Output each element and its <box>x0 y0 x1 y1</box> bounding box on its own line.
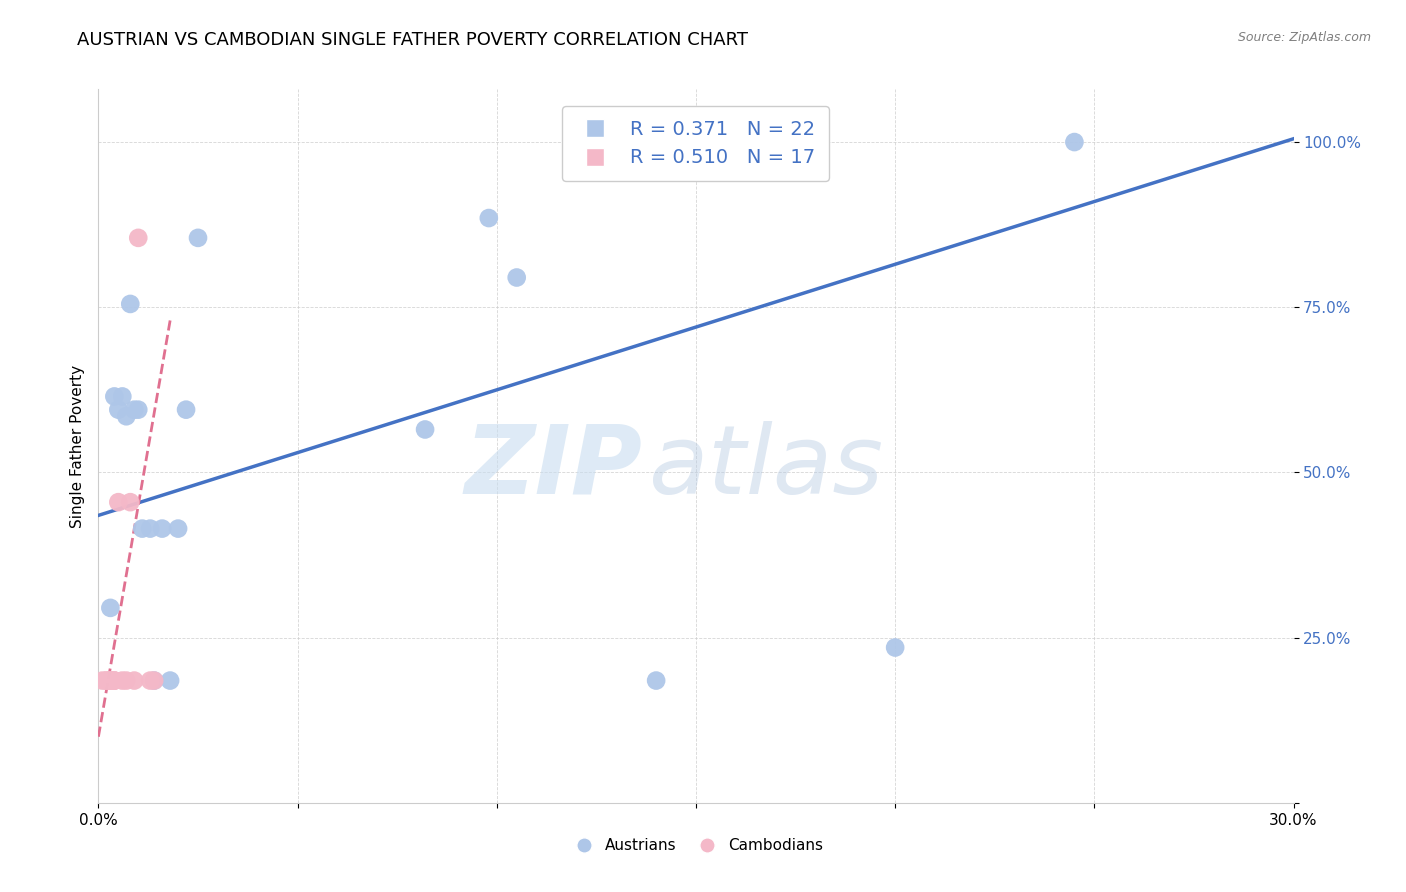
Point <box>150 522 173 536</box>
Point <box>103 673 125 688</box>
Text: ZIP: ZIP <box>464 421 643 514</box>
Point <box>115 673 138 688</box>
Point <box>413 422 436 436</box>
Point <box>167 522 190 536</box>
Point <box>884 640 907 655</box>
Point <box>139 673 162 688</box>
Point <box>127 402 149 417</box>
Point <box>124 673 146 688</box>
Point <box>107 495 129 509</box>
Point <box>96 673 118 688</box>
Point <box>127 231 149 245</box>
Point <box>111 389 134 403</box>
Point <box>98 673 122 688</box>
Point <box>478 211 501 225</box>
Point <box>174 402 197 417</box>
Point <box>98 673 122 688</box>
Point <box>120 495 142 509</box>
Point <box>111 673 134 688</box>
Point <box>98 673 122 688</box>
Point <box>107 402 129 417</box>
Point <box>131 522 153 536</box>
Point <box>120 297 142 311</box>
Point <box>98 600 122 615</box>
Point <box>143 673 166 688</box>
Point <box>645 673 668 688</box>
Y-axis label: Single Father Poverty: Single Father Poverty <box>69 365 84 527</box>
Point <box>506 270 529 285</box>
Point <box>115 409 138 424</box>
Point <box>96 673 118 688</box>
Point <box>143 673 166 688</box>
Point <box>1063 135 1085 149</box>
Text: atlas: atlas <box>648 421 883 514</box>
Legend: Austrians, Cambodians: Austrians, Cambodians <box>562 832 830 859</box>
Point <box>103 389 125 403</box>
Point <box>124 402 146 417</box>
Point <box>139 522 162 536</box>
Point <box>187 231 209 245</box>
Text: Source: ZipAtlas.com: Source: ZipAtlas.com <box>1237 31 1371 45</box>
Point <box>159 673 181 688</box>
Text: AUSTRIAN VS CAMBODIAN SINGLE FATHER POVERTY CORRELATION CHART: AUSTRIAN VS CAMBODIAN SINGLE FATHER POVE… <box>77 31 748 49</box>
Point <box>103 673 125 688</box>
Point <box>103 673 125 688</box>
Point <box>91 673 114 688</box>
